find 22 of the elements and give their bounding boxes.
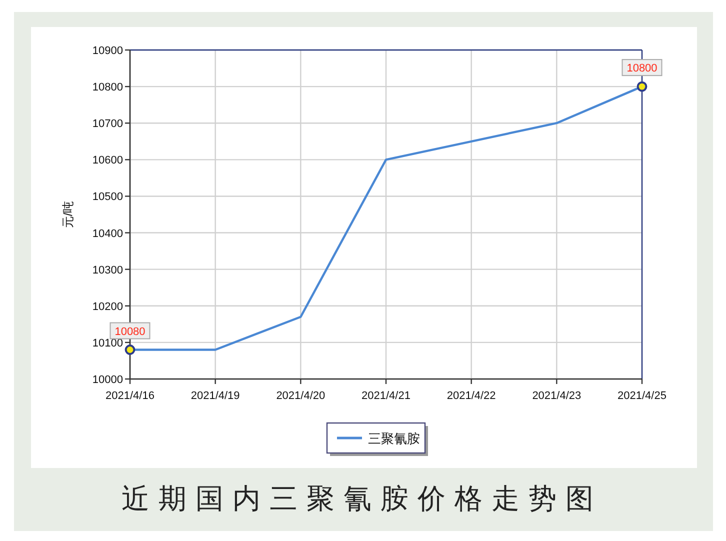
x-tick-label: 2021/4/25 [618,390,666,402]
y-tick-label: 10100 [92,337,123,350]
x-tick-label: 2021/4/19 [190,390,240,402]
x-tick-label: 2021/4/23 [532,390,582,402]
y-axis-title: 元/吨 [61,200,75,228]
y-tick-label: 10700 [92,118,123,130]
text: 近期国内三聚氰胺价格走势图 [122,483,602,514]
x-tick-label: 2021/4/22 [446,390,496,402]
y-tick-label: 10600 [92,154,123,167]
x-tick-label: 2021/4/20 [276,390,326,402]
x-tick-label: 2021/4/16 [106,390,154,402]
y-tick-label: 10800 [92,82,123,94]
y-tick-label: 10900 [92,45,123,57]
y-tick-label: 10400 [92,228,123,240]
x-tick-label: 2021/4/21 [362,390,410,402]
legend-label: 三聚氰胺 [368,431,420,446]
data-label: 10800 [626,62,658,75]
data-label: 10080 [114,326,146,338]
y-tick-label: 10200 [92,300,123,313]
y-tick-label: 10300 [92,264,123,276]
y-tick-label: 10000 [92,374,123,386]
y-tick-label: 10500 [92,191,123,204]
